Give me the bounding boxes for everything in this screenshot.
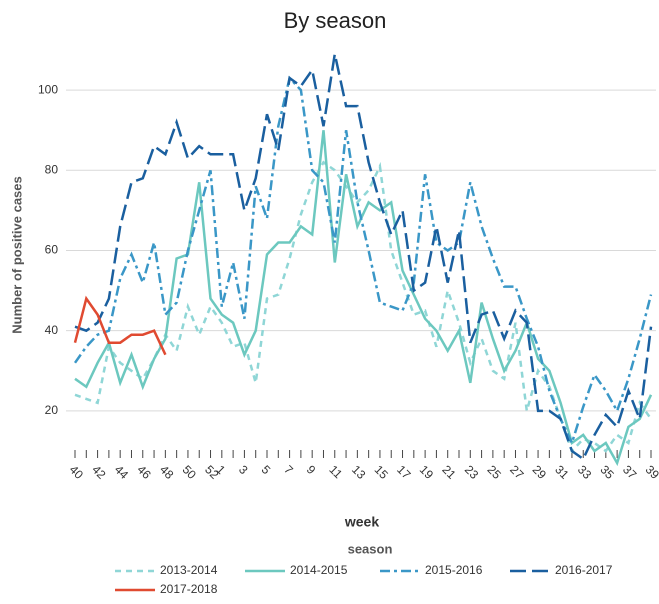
x-tick-label: 23	[462, 462, 482, 482]
x-tick-label: 9	[304, 462, 319, 477]
x-tick-label: 40	[67, 462, 87, 482]
y-tick-label: 20	[45, 403, 59, 417]
x-tick-label: 33	[575, 462, 595, 482]
legend-label: 2016-2017	[555, 563, 613, 577]
x-tick-label: 37	[620, 462, 640, 482]
x-tick-label: 3	[236, 462, 251, 477]
y-tick-label: 100	[38, 82, 58, 96]
series-line	[74, 130, 653, 467]
x-tick-label: 25	[485, 462, 505, 482]
x-axis-label: week	[344, 514, 379, 530]
x-tick-label: 48	[157, 462, 177, 482]
x-tick-label: 15	[372, 462, 392, 482]
x-tick-label: 50	[180, 462, 200, 482]
x-tick-label: 7	[281, 462, 296, 477]
y-axis-label: Number of positive cases	[9, 176, 24, 334]
x-tick-label: 46	[134, 462, 154, 482]
legend-label: 2013-2014	[160, 563, 218, 577]
series-line	[74, 53, 653, 461]
series-line	[73, 295, 167, 356]
x-tick-label: 39	[643, 462, 659, 482]
x-tick-label: 27	[507, 462, 527, 482]
legend-label: 2014-2015	[290, 563, 348, 577]
series-line	[74, 160, 653, 454]
x-tick-label: 19	[417, 462, 437, 482]
chart-title: By season	[284, 8, 387, 33]
legend-label: 2015-2016	[425, 563, 483, 577]
x-tick-label: 5	[259, 462, 274, 477]
y-tick-label: 80	[45, 162, 59, 176]
x-tick-label: 11	[326, 462, 345, 481]
x-tick-label: 31	[552, 462, 572, 482]
series-line	[73, 75, 653, 447]
x-tick-label: 17	[394, 462, 414, 482]
y-tick-label: 60	[45, 243, 59, 257]
x-tick-label: 42	[89, 462, 109, 482]
x-tick-label: 13	[349, 462, 369, 482]
y-tick-label: 40	[45, 323, 59, 337]
x-tick-label: 44	[112, 462, 132, 482]
legend-title: season	[348, 541, 393, 556]
legend-label: 2017-2018	[160, 582, 218, 596]
x-tick-label: 29	[530, 462, 550, 482]
x-tick-label: 21	[439, 462, 459, 482]
x-tick-label: 35	[597, 462, 617, 482]
